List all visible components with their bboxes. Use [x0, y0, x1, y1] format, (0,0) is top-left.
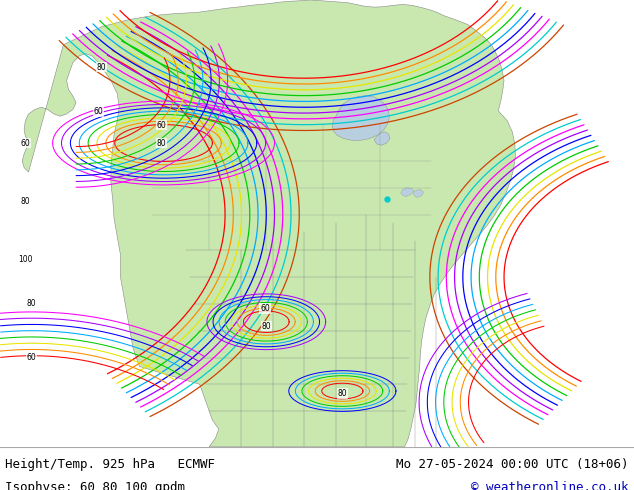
Text: 60: 60 [93, 107, 103, 116]
Text: 80: 80 [261, 322, 271, 331]
Text: 80: 80 [337, 389, 347, 398]
Text: 60: 60 [20, 139, 30, 147]
Text: 80: 80 [96, 63, 107, 72]
Text: 60: 60 [157, 121, 167, 130]
Polygon shape [374, 132, 390, 145]
Text: Isophyse: 60 80 100 gpdm: Isophyse: 60 80 100 gpdm [5, 481, 185, 490]
Text: 80: 80 [157, 139, 167, 147]
Text: 80: 80 [27, 299, 37, 308]
Text: Height/Temp. 925 hPa   ECMWF: Height/Temp. 925 hPa ECMWF [5, 458, 215, 471]
Text: Mo 27-05-2024 00:00 UTC (18+06): Mo 27-05-2024 00:00 UTC (18+06) [396, 458, 629, 471]
Polygon shape [332, 96, 389, 140]
Text: 100: 100 [18, 255, 32, 264]
Text: 60: 60 [260, 304, 270, 313]
Text: 60: 60 [27, 353, 37, 362]
Polygon shape [401, 188, 414, 196]
Text: 80: 80 [20, 196, 30, 206]
Text: © weatheronline.co.uk: © weatheronline.co.uk [472, 481, 629, 490]
Polygon shape [413, 190, 424, 197]
Polygon shape [22, 0, 515, 447]
